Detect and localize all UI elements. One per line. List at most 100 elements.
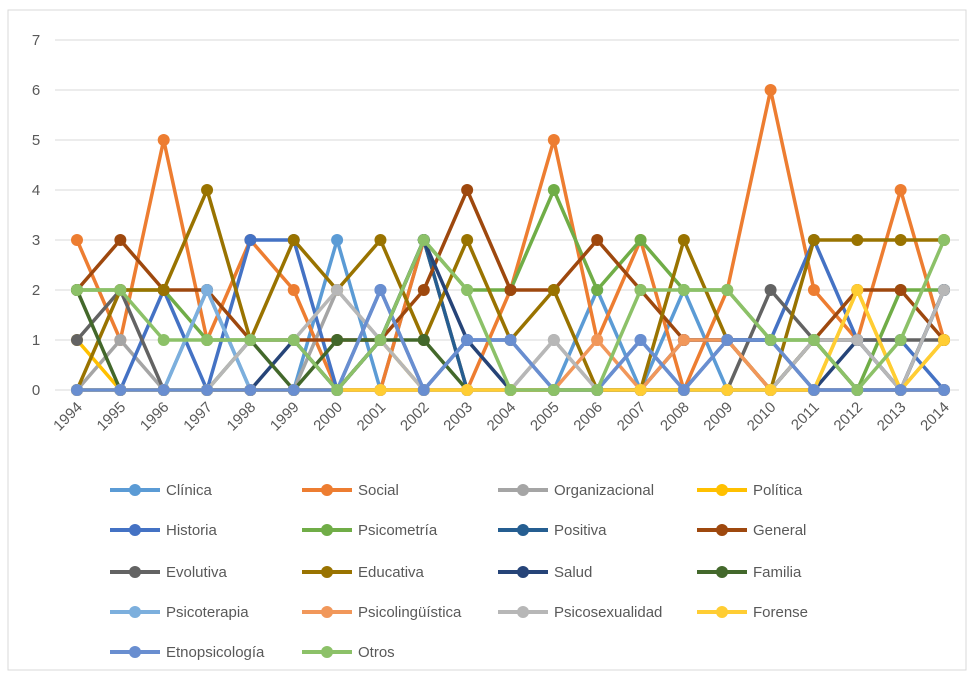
data-point bbox=[851, 234, 864, 246]
y-tick-label: 7 bbox=[32, 32, 40, 49]
data-point bbox=[634, 334, 647, 346]
data-point bbox=[547, 284, 560, 296]
y-tick-label: 2 bbox=[32, 282, 40, 299]
legend-marker bbox=[716, 524, 728, 536]
data-point bbox=[114, 334, 127, 346]
data-point bbox=[938, 384, 950, 396]
data-point bbox=[851, 334, 864, 346]
legend-marker bbox=[517, 606, 529, 618]
data-point bbox=[374, 284, 387, 296]
data-point bbox=[374, 234, 387, 246]
data-point bbox=[764, 84, 777, 96]
data-point bbox=[634, 234, 647, 246]
data-point bbox=[461, 384, 474, 396]
legend-label: Psicometría bbox=[358, 522, 438, 539]
legend-marker bbox=[321, 566, 333, 578]
data-point bbox=[591, 384, 604, 396]
data-point bbox=[677, 384, 690, 396]
legend-label: Psicoterapia bbox=[166, 604, 249, 621]
data-point bbox=[331, 334, 344, 346]
data-point bbox=[807, 284, 820, 296]
legend-label: Positiva bbox=[554, 522, 607, 539]
legend-label: Social bbox=[358, 482, 399, 499]
legend-label: Historia bbox=[166, 522, 218, 539]
legend-marker bbox=[129, 566, 141, 578]
data-point bbox=[851, 284, 864, 296]
legend-label: Psicolingüística bbox=[358, 604, 462, 621]
legend-marker bbox=[321, 524, 333, 536]
data-point bbox=[244, 334, 257, 346]
data-point bbox=[894, 334, 907, 346]
data-point bbox=[764, 384, 777, 396]
data-point bbox=[938, 234, 950, 246]
data-point bbox=[157, 334, 170, 346]
data-point bbox=[417, 384, 430, 396]
data-point bbox=[201, 284, 214, 296]
data-point bbox=[331, 384, 344, 396]
data-point bbox=[287, 334, 300, 346]
legend-marker bbox=[716, 606, 728, 618]
data-point bbox=[114, 284, 127, 296]
legend-label: Organizacional bbox=[554, 482, 654, 499]
data-point bbox=[504, 384, 517, 396]
data-point bbox=[547, 134, 560, 146]
data-point bbox=[114, 234, 127, 246]
data-point bbox=[417, 234, 430, 246]
legend-marker bbox=[321, 606, 333, 618]
data-point bbox=[157, 284, 170, 296]
data-point bbox=[331, 284, 344, 296]
legend-marker bbox=[129, 606, 141, 618]
data-point bbox=[938, 334, 950, 346]
data-point bbox=[201, 384, 214, 396]
data-point bbox=[894, 384, 907, 396]
data-point bbox=[764, 334, 777, 346]
data-point bbox=[71, 334, 83, 346]
legend-marker bbox=[129, 524, 141, 536]
legend-label: Etnopsicología bbox=[166, 644, 265, 661]
data-point bbox=[331, 234, 344, 246]
data-point bbox=[461, 234, 474, 246]
data-point bbox=[461, 184, 474, 196]
data-point bbox=[547, 184, 560, 196]
data-point bbox=[71, 284, 83, 296]
y-tick-label: 3 bbox=[32, 232, 40, 249]
legend-marker bbox=[517, 566, 529, 578]
legend-label: Evolutiva bbox=[166, 564, 228, 581]
data-point bbox=[287, 384, 300, 396]
legend-label: General bbox=[753, 522, 806, 539]
data-point bbox=[504, 334, 517, 346]
legend-marker bbox=[129, 484, 141, 496]
data-point bbox=[591, 234, 604, 246]
y-tick-label: 4 bbox=[32, 182, 40, 199]
y-tick-label: 0 bbox=[32, 382, 40, 399]
legend-marker bbox=[517, 524, 529, 536]
data-point bbox=[634, 284, 647, 296]
data-point bbox=[807, 234, 820, 246]
data-point bbox=[71, 234, 83, 246]
legend-label: Otros bbox=[358, 644, 395, 661]
data-point bbox=[157, 134, 170, 146]
data-point bbox=[461, 284, 474, 296]
legend-marker bbox=[321, 646, 333, 658]
data-point bbox=[721, 334, 734, 346]
data-point bbox=[591, 284, 604, 296]
data-point bbox=[244, 234, 257, 246]
legend-marker bbox=[716, 484, 728, 496]
data-point bbox=[807, 334, 820, 346]
legend-label: Forense bbox=[753, 604, 808, 621]
legend-marker bbox=[321, 484, 333, 496]
data-point bbox=[894, 184, 907, 196]
data-point bbox=[461, 334, 474, 346]
y-tick-label: 1 bbox=[32, 332, 40, 349]
data-point bbox=[287, 234, 300, 246]
data-point bbox=[591, 334, 604, 346]
legend-label: Clínica bbox=[166, 482, 213, 499]
data-point bbox=[71, 384, 83, 396]
data-point bbox=[894, 234, 907, 246]
data-point bbox=[374, 334, 387, 346]
data-point bbox=[417, 284, 430, 296]
data-point bbox=[201, 334, 214, 346]
legend-label: Salud bbox=[554, 564, 592, 581]
data-point bbox=[807, 384, 820, 396]
